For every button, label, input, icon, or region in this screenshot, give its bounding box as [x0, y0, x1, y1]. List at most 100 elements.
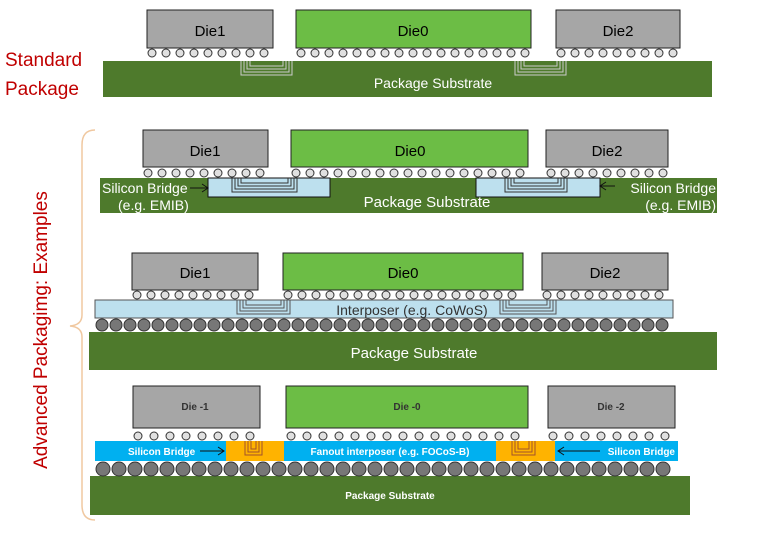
bump [507, 290, 517, 300]
bump [241, 168, 251, 178]
bump [165, 431, 175, 441]
bump [627, 318, 641, 332]
bridge-trace [246, 61, 287, 70]
bump [574, 168, 584, 178]
bump [623, 461, 639, 477]
bridge-trace [231, 178, 298, 193]
bump [570, 290, 580, 300]
bump [249, 318, 263, 332]
bridge-trace [234, 178, 295, 190]
bump [350, 431, 360, 441]
bump [616, 168, 626, 178]
bump [303, 461, 319, 477]
bump [179, 318, 193, 332]
bump [478, 431, 488, 441]
substrate-label: Package Substrate [351, 345, 478, 362]
silicon-bridge-left [207, 177, 331, 198]
bump [283, 290, 293, 300]
bump [520, 48, 530, 58]
bump [231, 48, 241, 58]
bump [213, 168, 223, 178]
bump [602, 168, 612, 178]
bump [213, 431, 223, 441]
bump [165, 318, 179, 332]
bump [123, 318, 137, 332]
bump [463, 461, 479, 477]
bump [626, 48, 636, 58]
bump [149, 431, 159, 441]
bump [492, 48, 502, 58]
die2 [555, 9, 681, 49]
bump [612, 290, 622, 300]
bump [333, 318, 347, 332]
bump [515, 168, 525, 178]
bump [305, 318, 319, 332]
bump [506, 48, 516, 58]
silicon-bridge-right [496, 441, 555, 461]
bump [493, 290, 503, 300]
bump [431, 168, 441, 178]
die1 [132, 385, 261, 429]
substrate [103, 61, 712, 97]
bump [464, 48, 474, 58]
advanced-label: Advanced Packagimg: Examples [31, 191, 52, 469]
die0-label: Die0 [398, 23, 429, 40]
bump [409, 290, 419, 300]
bump [660, 431, 670, 441]
die2-label: Die2 [592, 143, 623, 160]
bump [658, 168, 668, 178]
bump [375, 318, 389, 332]
bump [324, 48, 334, 58]
die0-label: Die0 [395, 143, 426, 160]
substrate-label: Package Substrate [364, 194, 491, 211]
bump [459, 168, 469, 178]
die0 [290, 129, 529, 168]
bump [445, 168, 455, 178]
bump [255, 168, 265, 178]
bump [361, 168, 371, 178]
bump [655, 461, 671, 477]
bridge-left-label: Silicon Bridge [128, 447, 196, 458]
die2 [545, 129, 669, 168]
bump [542, 290, 552, 300]
silicon-bridge-left [226, 441, 284, 461]
bump [230, 290, 240, 300]
bump [511, 461, 527, 477]
bump [559, 461, 575, 477]
bump [399, 461, 415, 477]
bridge-right-label: Silicon Bridge [630, 180, 716, 196]
bump [199, 168, 209, 178]
bump [353, 290, 363, 300]
bump [447, 461, 463, 477]
cowos-package: Die1 Die0 Die2 Interposer (e.g. CoWoS) P… [89, 252, 717, 370]
die1 [131, 252, 259, 291]
die0-label: Die0 [388, 265, 419, 282]
bridge-right-sub: (e.g. EMIB) [645, 197, 716, 213]
bump [607, 461, 623, 477]
bridge-trace [250, 441, 257, 450]
bump [171, 168, 181, 178]
bump [347, 168, 357, 178]
bridge-trace [236, 300, 291, 315]
standard-label-line2: Package [5, 79, 79, 100]
bridge-right-label: Silicon Bridge [608, 447, 676, 458]
bump [487, 168, 497, 178]
die0 [282, 252, 524, 291]
bridge-trace [249, 61, 284, 67]
bridge-trace [514, 441, 533, 453]
die1-label: Die -1 [181, 402, 209, 413]
bump [137, 318, 151, 332]
bump [431, 461, 447, 477]
bump [395, 290, 405, 300]
bump [557, 318, 571, 332]
bridge-trace [239, 300, 288, 312]
bump [334, 431, 344, 441]
bump [451, 290, 461, 300]
bump [193, 318, 207, 332]
substrate [89, 332, 717, 370]
bridge-trace [508, 300, 548, 306]
bump [430, 431, 440, 441]
bump [612, 48, 622, 58]
bump [639, 461, 655, 477]
